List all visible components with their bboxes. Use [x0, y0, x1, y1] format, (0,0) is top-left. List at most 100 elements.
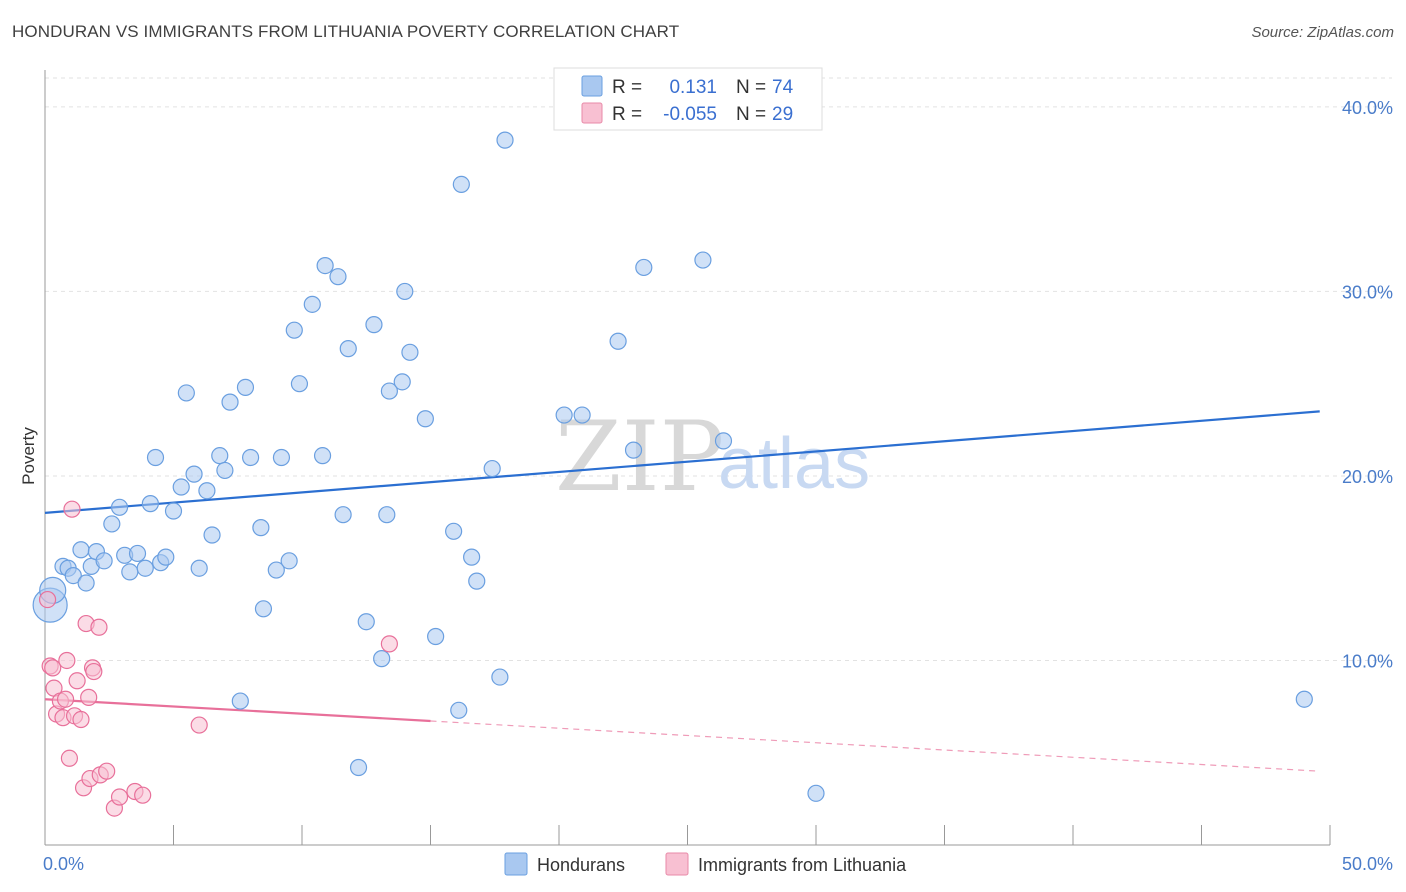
legend-n-label-lithuania: N =: [736, 104, 766, 125]
watermark-atlas: atlas: [718, 424, 870, 504]
honduran-point: [172, 478, 190, 496]
x-tick-label: 0.0%: [43, 854, 84, 874]
honduran-point: [339, 340, 357, 358]
lithuania-point: [38, 590, 57, 609]
honduran-point: [380, 382, 398, 400]
legend-r-value-hondurans: 0.131: [669, 77, 717, 98]
legend-swatch-hondurans: [581, 75, 603, 97]
honduran-point: [694, 251, 712, 269]
honduran-point: [203, 526, 221, 544]
x-tick-labels: 0.0% 50.0%: [43, 854, 1393, 874]
honduran-point: [267, 561, 285, 579]
y-tick-label: 10.0%: [1342, 651, 1393, 671]
honduran-point: [357, 613, 375, 631]
honduran-point: [64, 566, 82, 585]
watermark: ZIP atlas: [555, 401, 870, 513]
legend-n-value-lithuania: 29: [772, 104, 793, 125]
honduran-point: [393, 373, 411, 391]
legend-bottom-label-hondurans: Hondurans: [537, 855, 625, 875]
legend-r-label-lithuania: R =: [612, 104, 642, 125]
honduran-point: [635, 258, 653, 277]
lithuania-point: [134, 786, 152, 804]
honduran-point: [290, 375, 309, 393]
lithuania-point: [110, 788, 129, 806]
honduran-point: [373, 650, 391, 668]
trend-lines: [44, 410, 1320, 772]
honduran-point: [103, 515, 121, 533]
honduran-point: [128, 544, 147, 563]
legend-bottom-swatch-hondurans: [504, 852, 528, 876]
honduran-point: [329, 268, 347, 286]
honduran-point: [198, 482, 216, 500]
honduran-point: [468, 572, 486, 590]
honduran-point: [378, 506, 396, 524]
lithuania-point: [58, 651, 76, 670]
lithuania-point: [60, 749, 79, 767]
honduran-point: [555, 406, 573, 424]
honduran-point: [416, 410, 434, 428]
honduran-point: [483, 459, 501, 478]
legend-bottom-label-lithuania: Immigrants from Lithuania: [698, 855, 907, 875]
honduran-point: [236, 378, 255, 396]
lithuania-point: [90, 618, 108, 636]
honduran-point: [349, 758, 368, 777]
honduran-point: [157, 548, 175, 566]
honduran-point: [121, 563, 139, 581]
legend-n-value-hondurans: 74: [772, 77, 794, 98]
lithuania-point: [63, 500, 81, 518]
honduran-point: [242, 448, 260, 467]
y-axis-title: Poverty: [19, 427, 38, 485]
honduran-point: [807, 784, 825, 802]
legend-bottom-swatch-lithuania: [665, 852, 689, 876]
honduran-point: [190, 559, 208, 577]
honduran-point: [136, 559, 154, 577]
lithuania-point: [80, 688, 98, 706]
lithuania-point: [98, 762, 116, 780]
y-tick-label: 20.0%: [1342, 467, 1393, 487]
legend-r-label-hondurans: R =: [612, 77, 642, 98]
honduran-point: [216, 461, 234, 480]
honduran-point: [427, 627, 445, 646]
honduran-point: [396, 282, 414, 301]
y-tick-label: 40.0%: [1342, 98, 1393, 118]
legend-correlation: R = 0.131 N = 74 R = -0.055 N = 29: [553, 67, 823, 131]
lithuania-point: [190, 716, 208, 734]
honduran-point: [164, 502, 183, 520]
honduran-point: [285, 321, 303, 339]
lithuania-trend-line: [44, 698, 431, 723]
honduran-point: [334, 506, 352, 524]
lithuania-point: [380, 635, 398, 653]
honduran-point: [450, 701, 468, 719]
honduran-point: [496, 131, 514, 149]
honduran-point: [272, 448, 291, 467]
honduran-point: [110, 498, 129, 516]
honduran-point: [254, 600, 273, 618]
y-tick-label: 30.0%: [1342, 282, 1393, 302]
honduran-point: [95, 552, 113, 570]
y-tick-labels: 10.0% 20.0% 30.0% 40.0%: [1342, 98, 1393, 672]
lithuania-trend-line-dashed: [430, 720, 1320, 772]
lithuania-point: [72, 710, 90, 729]
honduran-point: [72, 541, 90, 559]
honduran-point: [714, 432, 733, 450]
honduran-point: [445, 522, 463, 540]
honduran-point: [231, 692, 249, 710]
honduran-point: [252, 519, 270, 537]
honduran-point: [177, 384, 195, 402]
honduran-point: [77, 574, 95, 592]
data-points: [32, 131, 1313, 817]
legend-series: Hondurans Immigrants from Lithuania: [504, 852, 907, 876]
honduran-point: [316, 256, 334, 275]
honduran-point: [573, 406, 591, 424]
honduran-point: [624, 441, 643, 459]
legend-r-value-lithuania: -0.055: [663, 104, 717, 125]
lithuania-point: [44, 659, 62, 677]
gridlines: [45, 77, 1392, 661]
legend-swatch-lithuania: [581, 102, 603, 124]
honduran-point: [211, 447, 229, 465]
honduran-point: [401, 343, 419, 361]
x-tick-label: 50.0%: [1342, 854, 1393, 874]
honduran-point: [146, 448, 165, 467]
honduran-point: [280, 552, 298, 570]
